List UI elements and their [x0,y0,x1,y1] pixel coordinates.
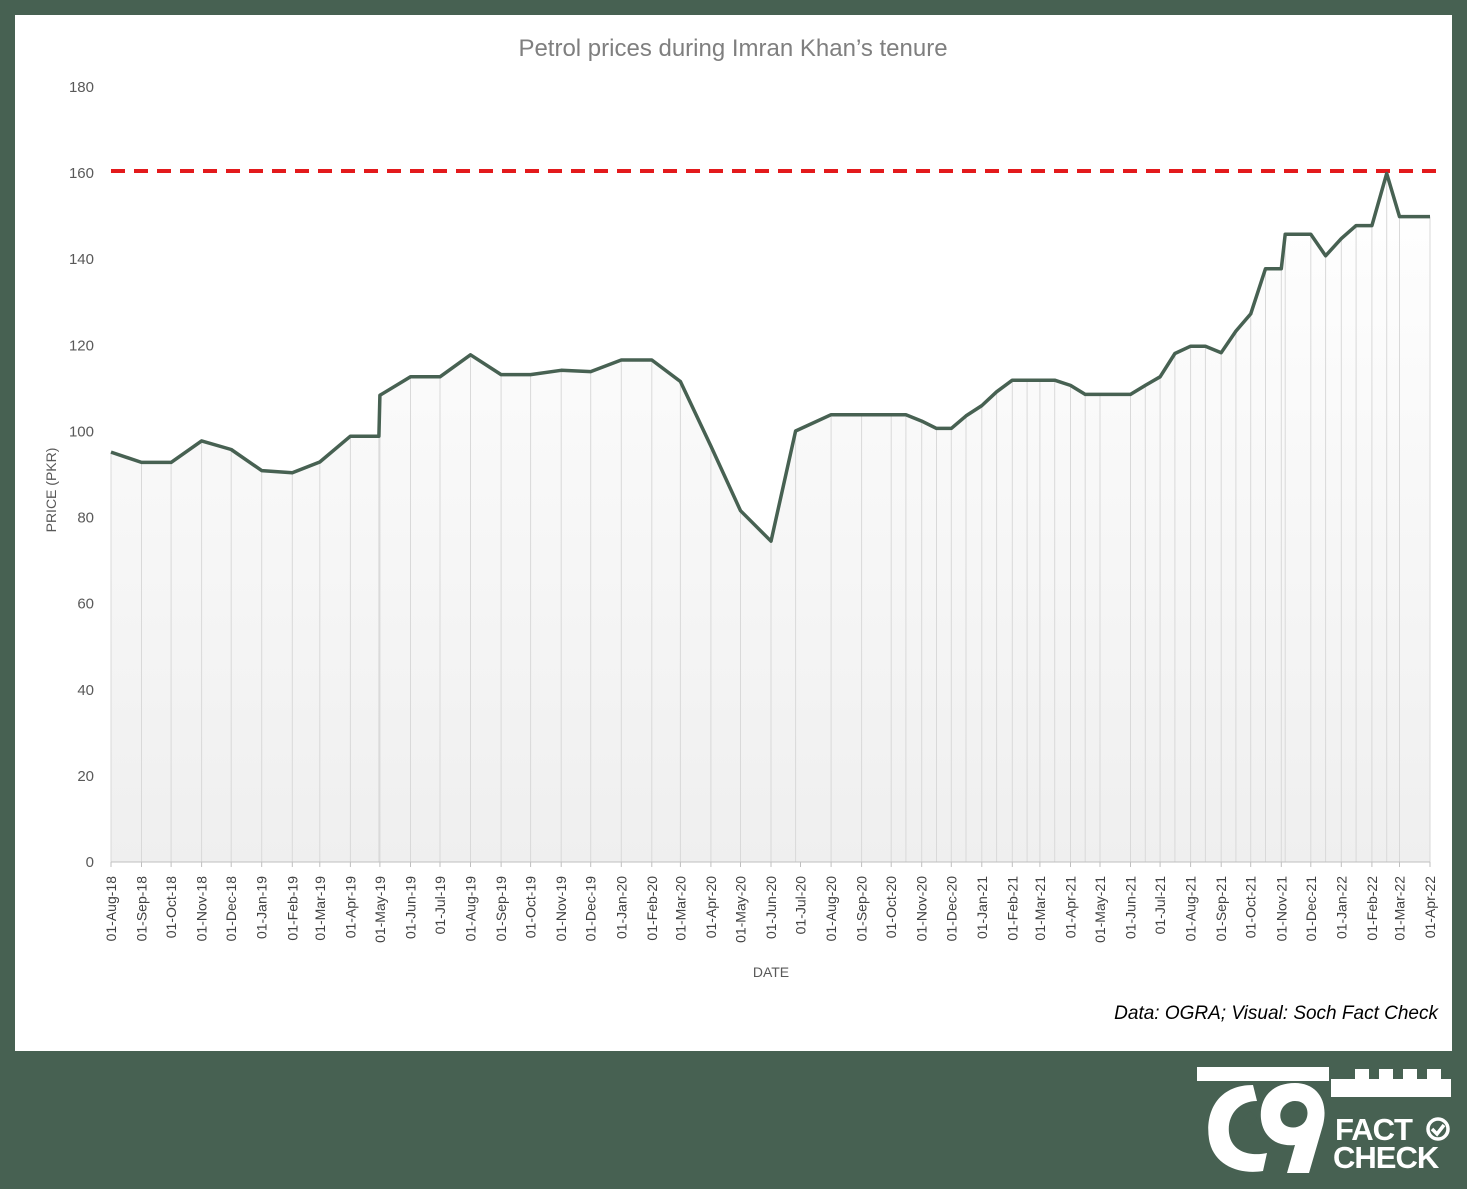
x-tick-label: 01-May-20 [733,876,749,943]
x-tick-label: 01-Jan-19 [254,876,270,939]
x-tick-label: 01-Feb-21 [1004,876,1020,941]
chart-title: Petrol prices during Imran Khan’s tenure [518,35,947,62]
x-tick-label: 01-Apr-20 [703,876,719,938]
x-tick-label: 01-Dec-20 [943,876,959,942]
x-tick-label: 01-Mar-19 [312,876,328,941]
y-axis-title: PRICE (PKR) [43,448,59,533]
x-tick-label: 01-Feb-19 [284,876,300,941]
logo-text-check: CHECK [1333,1140,1440,1175]
y-tick-label: 160 [69,165,94,182]
y-tick-label: 120 [69,337,94,354]
x-tick-label: 01-Jul-21 [1152,876,1168,935]
x-tick-label: 01-Jan-21 [974,876,990,939]
x-tick-label: 01-Mar-20 [672,876,688,941]
x-tick-label: 01-Nov-19 [553,876,569,942]
x-axis-title: DATE [753,964,789,980]
x-tick-label: 01-Mar-21 [1032,876,1048,941]
x-tick-label: 01-Feb-22 [1364,876,1380,941]
x-tick-label: 01-Sep-19 [493,876,509,942]
y-tick-label: 180 [69,79,94,96]
source-note: Data: OGRA; Visual: Soch Fact Check [1114,1003,1438,1024]
chart-panel: Petrol prices during Imran Khan’s tenure… [15,15,1452,1051]
y-tick-label: 100 [69,423,94,440]
x-tick-label: 01-Aug-20 [823,876,839,942]
x-tick-label: 01-May-19 [372,876,388,943]
x-tick-label: 01-Apr-21 [1063,876,1079,938]
x-tick-label: 01-Apr-22 [1422,876,1438,938]
x-tick-label: 01-Dec-21 [1303,876,1319,942]
x-tick-label: 01-Jul-19 [432,876,448,935]
x-tick-label: 01-May-21 [1092,876,1108,943]
x-tick-label: 01-Apr-19 [342,876,358,938]
y-tick-label: 60 [77,596,94,613]
x-tick-label: 01-Jun-21 [1123,876,1139,939]
x-tick-label: 01-Dec-19 [583,876,599,942]
x-tick-label: 01-Oct-18 [163,876,179,938]
x-tick-label: 01-Jan-22 [1333,876,1349,939]
logo-text-fact: FACT [1335,1112,1413,1147]
check-circle-icon [1426,1117,1450,1141]
x-tick-label: 01-Oct-19 [523,876,539,938]
x-tick-label: 01-Aug-21 [1183,876,1199,942]
petrol-price-chart: Petrol prices during Imran Khan’s tenure… [43,35,1438,980]
x-tick-label: 01-Nov-20 [914,876,930,942]
y-tick-label: 20 [77,768,94,785]
price-series-line [110,171,1430,543]
x-tick-label: 01-Oct-21 [1243,876,1259,938]
x-tick-label: 01-Aug-19 [463,876,479,942]
x-tick-label: 01-Jun-19 [403,876,419,939]
x-tick-label: 01-Dec-18 [223,876,239,942]
y-tick-label: 0 [86,854,94,871]
x-tick-label: 01-Oct-20 [883,876,899,938]
x-tick-label: 01-Jul-20 [793,876,809,935]
x-tick-label: 01-Jun-20 [763,876,779,939]
x-tick-label: 01-Sep-18 [134,876,150,942]
x-tick-label: 01-Nov-18 [194,876,210,942]
x-tick-label: 01-Sep-21 [1213,876,1229,942]
x-tick-label: 01-Mar-22 [1392,876,1408,941]
x-tick-label: 01-Feb-20 [644,876,660,941]
y-tick-label: 40 [77,682,94,699]
soch-fact-check-logo: FACT CHECK [1197,1067,1451,1175]
x-tick-label: 01-Jan-20 [613,876,629,939]
y-tick-label: 140 [69,251,94,268]
x-tick-label: 01-Nov-21 [1273,876,1289,942]
x-tick-label: 01-Sep-20 [854,876,870,942]
y-tick-label: 80 [77,510,94,527]
x-tick-label: 01-Aug-18 [103,876,119,942]
